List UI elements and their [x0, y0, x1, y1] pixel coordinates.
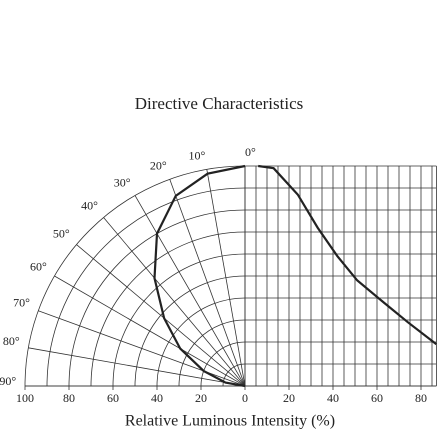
- x-tick-label: 60: [371, 391, 383, 405]
- x-tick-label: 80: [63, 391, 75, 405]
- x-tick-label: 20: [195, 391, 207, 405]
- x-tick-label: 100: [16, 391, 34, 405]
- angle-label: 60°: [30, 259, 47, 273]
- angle-label: 0°: [245, 145, 256, 159]
- x-tick-label: 40: [151, 391, 163, 405]
- polar-spoke: [28, 347, 246, 387]
- polar-grid-arc: [222, 363, 246, 387]
- polar-spoke: [206, 169, 246, 387]
- polar-curve: [153, 164, 246, 388]
- polar-spoke: [54, 275, 246, 387]
- polar-grid-arc: [90, 231, 246, 387]
- polar-spoke: [76, 244, 246, 387]
- polar-grid-arc: [68, 209, 246, 387]
- x-tick-label: 80: [415, 391, 427, 405]
- polar-grid-arc: [178, 319, 246, 387]
- angle-label: 10°: [188, 148, 205, 162]
- x-tick-label: 0: [242, 391, 248, 405]
- angle-label: 80°: [3, 334, 20, 348]
- polar-grid-arc: [134, 275, 246, 387]
- polar-grid-arc: [24, 165, 246, 387]
- angle-label: 90°: [0, 374, 16, 388]
- angle-label: 70°: [13, 295, 30, 309]
- angle-label: 30°: [114, 176, 131, 190]
- x-tick-label: 40: [327, 391, 339, 405]
- x-tick-label: 20: [283, 391, 295, 405]
- angle-label: 50°: [53, 227, 70, 241]
- polar-grid-arc: [112, 253, 246, 387]
- polar-spoke: [169, 179, 246, 387]
- right-curve: [258, 164, 438, 346]
- x-axis-label: Relative Luminous Intensity (%): [125, 413, 335, 430]
- polar-grid-arc: [46, 187, 246, 387]
- angle-label: 20°: [150, 159, 167, 173]
- polar-spoke: [134, 195, 246, 387]
- x-tick-label: 60: [107, 391, 119, 405]
- chart-title: Directive Characteristics: [135, 94, 304, 113]
- angle-label: 40°: [81, 198, 98, 212]
- polar-spoke: [103, 217, 246, 387]
- polar-grid-arc: [156, 297, 246, 387]
